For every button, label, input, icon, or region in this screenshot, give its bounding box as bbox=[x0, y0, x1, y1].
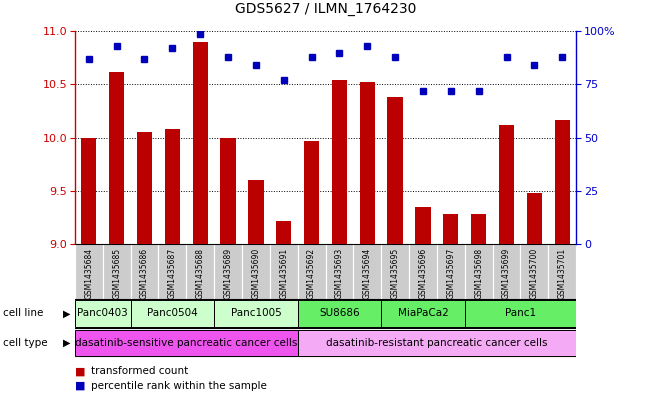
Bar bbox=[158, 244, 186, 299]
Text: dasatinib-resistant pancreatic cancer cells: dasatinib-resistant pancreatic cancer ce… bbox=[326, 338, 547, 348]
Bar bbox=[103, 244, 131, 299]
Bar bbox=[332, 80, 347, 244]
Bar bbox=[298, 244, 326, 299]
Bar bbox=[304, 141, 319, 244]
Bar bbox=[353, 244, 381, 299]
Text: SU8686: SU8686 bbox=[319, 309, 360, 318]
Bar bbox=[520, 244, 548, 299]
Text: GSM1435701: GSM1435701 bbox=[558, 248, 567, 299]
Text: ▶: ▶ bbox=[63, 309, 71, 318]
Bar bbox=[527, 193, 542, 244]
Bar bbox=[548, 244, 576, 299]
Text: cell type: cell type bbox=[3, 338, 48, 348]
Text: GSM1435698: GSM1435698 bbox=[474, 248, 483, 299]
Text: GSM1435694: GSM1435694 bbox=[363, 248, 372, 299]
Bar bbox=[248, 180, 264, 244]
Bar bbox=[298, 330, 576, 356]
Bar bbox=[387, 97, 403, 244]
Text: GSM1435687: GSM1435687 bbox=[168, 248, 177, 299]
Bar bbox=[415, 207, 430, 244]
Text: GSM1435686: GSM1435686 bbox=[140, 248, 149, 299]
Text: GSM1435692: GSM1435692 bbox=[307, 248, 316, 299]
Text: GDS5627 / ILMN_1764230: GDS5627 / ILMN_1764230 bbox=[235, 2, 416, 16]
Text: dasatinib-sensitive pancreatic cancer cells: dasatinib-sensitive pancreatic cancer ce… bbox=[75, 338, 298, 348]
Text: GSM1435688: GSM1435688 bbox=[196, 248, 204, 299]
Bar bbox=[493, 244, 520, 299]
Text: GSM1435697: GSM1435697 bbox=[447, 248, 455, 299]
Text: GSM1435700: GSM1435700 bbox=[530, 248, 539, 299]
Text: GSM1435695: GSM1435695 bbox=[391, 248, 400, 299]
Text: GSM1435689: GSM1435689 bbox=[223, 248, 232, 299]
Text: ■: ■ bbox=[75, 381, 85, 391]
Text: GSM1435699: GSM1435699 bbox=[502, 248, 511, 299]
Text: GSM1435685: GSM1435685 bbox=[112, 248, 121, 299]
Text: Panc0504: Panc0504 bbox=[147, 309, 198, 318]
Bar bbox=[465, 244, 493, 299]
Text: ▶: ▶ bbox=[63, 338, 71, 348]
Bar bbox=[75, 300, 131, 327]
Bar bbox=[471, 214, 486, 244]
Text: MiaPaCa2: MiaPaCa2 bbox=[398, 309, 449, 318]
Text: Panc1005: Panc1005 bbox=[230, 309, 281, 318]
Text: cell line: cell line bbox=[3, 309, 44, 318]
Bar bbox=[165, 129, 180, 244]
Bar bbox=[298, 300, 381, 327]
Text: transformed count: transformed count bbox=[91, 366, 188, 376]
Text: GSM1435696: GSM1435696 bbox=[419, 248, 428, 299]
Bar bbox=[381, 300, 465, 327]
Bar bbox=[131, 300, 214, 327]
Bar bbox=[214, 244, 242, 299]
Bar bbox=[214, 300, 298, 327]
Text: GSM1435691: GSM1435691 bbox=[279, 248, 288, 299]
Bar bbox=[409, 244, 437, 299]
Text: GSM1435693: GSM1435693 bbox=[335, 248, 344, 299]
Bar bbox=[186, 244, 214, 299]
Bar bbox=[443, 214, 458, 244]
Text: GSM1435690: GSM1435690 bbox=[251, 248, 260, 299]
Bar bbox=[555, 119, 570, 244]
Bar bbox=[437, 244, 465, 299]
Bar bbox=[109, 72, 124, 244]
Text: percentile rank within the sample: percentile rank within the sample bbox=[91, 381, 267, 391]
Bar bbox=[221, 138, 236, 244]
Text: Panc0403: Panc0403 bbox=[77, 309, 128, 318]
Bar bbox=[465, 300, 576, 327]
Bar bbox=[75, 244, 103, 299]
Bar bbox=[499, 125, 514, 244]
Bar bbox=[75, 330, 298, 356]
Bar bbox=[381, 244, 409, 299]
Bar bbox=[270, 244, 298, 299]
Bar bbox=[193, 42, 208, 244]
Bar bbox=[137, 132, 152, 244]
Bar bbox=[242, 244, 270, 299]
Text: ■: ■ bbox=[75, 366, 85, 376]
Bar bbox=[276, 221, 292, 244]
Text: GSM1435684: GSM1435684 bbox=[84, 248, 93, 299]
Text: Panc1: Panc1 bbox=[505, 309, 536, 318]
Bar bbox=[81, 138, 96, 244]
Bar bbox=[326, 244, 353, 299]
Bar bbox=[359, 83, 375, 244]
Bar bbox=[131, 244, 158, 299]
